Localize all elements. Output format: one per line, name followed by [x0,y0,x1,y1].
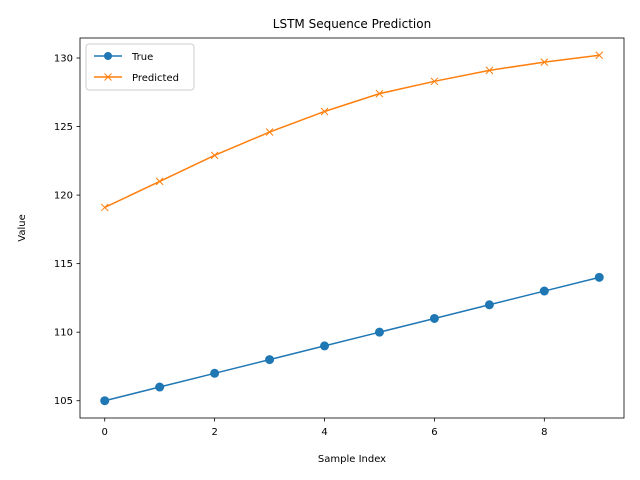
legend-label-predicted: Predicted [132,73,179,84]
y-axis-label: Value [17,214,28,241]
legend-marker-predicted [104,73,112,81]
data-point-true [539,286,549,296]
data-point-true [100,396,110,406]
data-point-true [155,382,165,392]
marker-stroke [540,58,549,66]
plot-area [100,51,604,406]
data-point-predicted [210,151,219,160]
data-point-true [374,327,384,337]
y-tick-label: 110 [54,328,73,339]
marker-stroke [265,128,274,136]
x-axis-label: Sample Index [318,454,386,465]
data-point-true [320,341,330,351]
chart-title: LSTM Sequence Prediction [273,17,431,31]
marker-stroke [100,203,109,212]
y-tick-label: 105 [54,396,73,407]
series-line-predicted [104,54,600,209]
data-point-predicted [100,203,109,212]
x-tick-label: 2 [211,427,217,438]
marker-stroke [485,66,494,75]
legend: True Predicted [85,43,195,91]
data-point-true [594,272,604,282]
y-tick-label: 120 [54,191,73,202]
marker-stroke [375,89,384,98]
y-tick-label: 125 [54,122,73,133]
legend-label-true: True [131,52,153,63]
data-point-predicted [265,128,274,136]
data-point-predicted [540,58,549,66]
data-point-predicted [375,89,384,98]
y-tick-label: 130 [54,54,73,65]
marker-stroke [320,107,329,116]
data-point-true [484,300,494,310]
data-point-predicted [430,77,439,86]
x-tick-label: 4 [321,427,327,438]
data-point-true [210,368,220,378]
x-tick-label: 0 [102,427,108,438]
data-point-true [429,313,439,323]
data-point-predicted [595,51,604,60]
axes: 0 2 4 6 8 105 110 115 120 125 130 [54,37,625,438]
x-tick-label: 6 [431,427,437,438]
legend-marker-true [104,52,112,60]
marker-stroke [104,73,112,81]
data-point-true [265,355,275,365]
data-point-predicted [155,177,164,186]
marker-stroke [155,177,164,186]
marker-stroke [210,151,219,160]
x-tick-label: 8 [541,427,547,438]
data-point-predicted [320,107,329,116]
marker-stroke [430,77,439,86]
series-line-true [104,276,600,402]
axes-frame [79,37,625,419]
marker-stroke [595,51,604,60]
data-point-predicted [485,66,494,75]
y-tick-label: 115 [54,259,73,270]
